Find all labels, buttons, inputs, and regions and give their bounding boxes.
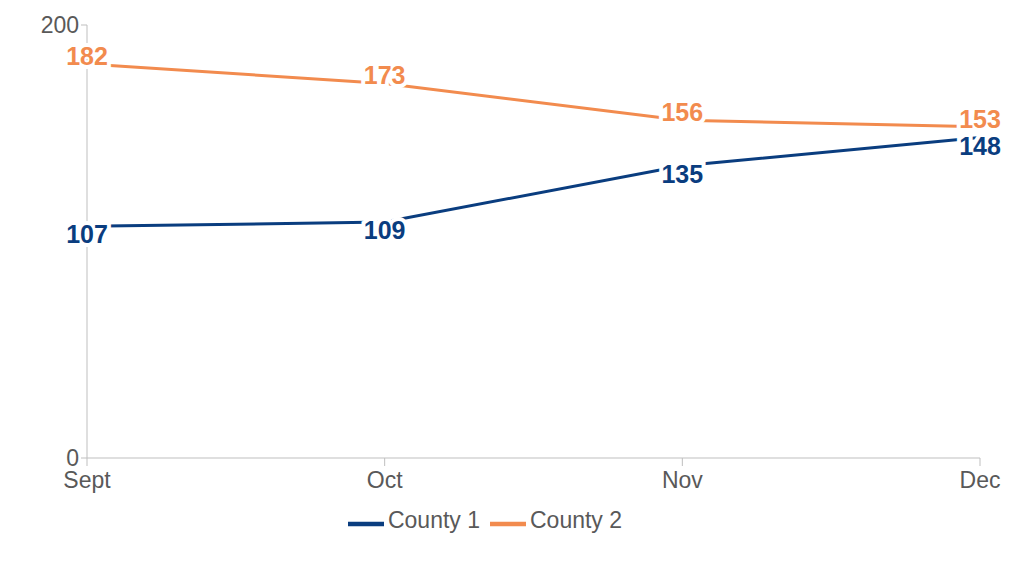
svg-text:Oct: Oct xyxy=(367,467,403,493)
svg-text:182: 182 xyxy=(66,42,108,70)
svg-text:200: 200 xyxy=(41,12,79,38)
svg-text:148: 148 xyxy=(959,132,1001,160)
svg-text:156: 156 xyxy=(661,98,703,126)
svg-text:Dec: Dec xyxy=(960,467,1001,493)
svg-text:173: 173 xyxy=(364,61,406,89)
svg-text:Sept: Sept xyxy=(63,467,111,493)
svg-text:107: 107 xyxy=(66,220,108,248)
svg-text:Nov: Nov xyxy=(662,467,703,493)
html-text:County 1: County 1 xyxy=(387,507,480,534)
svg-text:0: 0 xyxy=(66,445,79,471)
svg-text:153: 153 xyxy=(959,105,1001,133)
svg-text:135: 135 xyxy=(661,160,703,188)
html-text:County 2: County 2 xyxy=(530,507,623,534)
svg-text:109: 109 xyxy=(364,216,406,244)
